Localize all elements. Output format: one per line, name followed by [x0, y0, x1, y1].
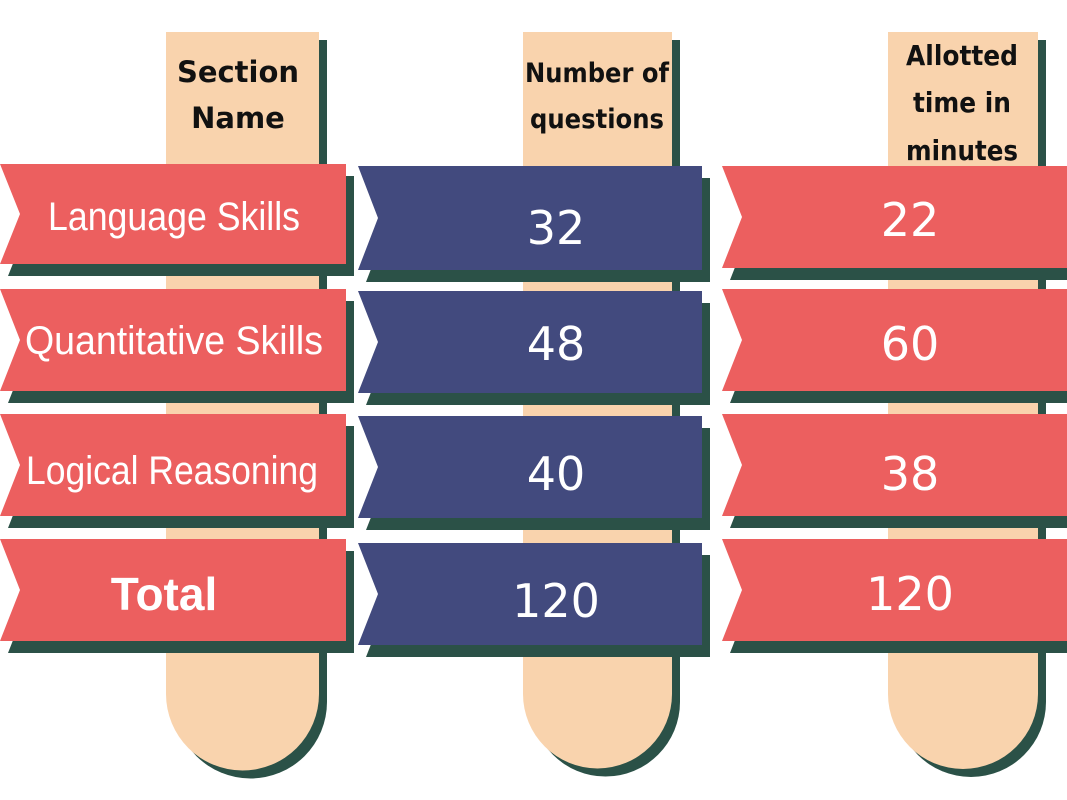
questions-value: 40	[527, 447, 586, 501]
section-label: Logical Reasoning	[26, 449, 318, 493]
row-total: Total 120 120	[0, 539, 1067, 657]
ribbon-minutes	[722, 414, 1067, 516]
ribbon-minutes	[722, 539, 1067, 641]
header-line: Section	[177, 55, 299, 89]
ribbon-section	[0, 164, 346, 264]
header-line: Allotted	[906, 39, 1018, 72]
ribbon-minutes	[722, 289, 1067, 391]
header-line: Name	[191, 101, 285, 135]
row-quantitative-skills: Quantitative Skills 48 60	[0, 289, 1067, 405]
header-number-of-questions: Number of questions	[525, 58, 669, 135]
minutes-value: 60	[881, 317, 940, 371]
row-language-skills: Language Skills 32 22	[0, 164, 1067, 282]
header-line: questions	[530, 104, 664, 135]
ribbon-questions	[358, 291, 702, 393]
header-line: time in	[913, 86, 1011, 119]
ribbon-section	[0, 539, 346, 641]
minutes-value: 120	[866, 567, 954, 621]
ribbon-minutes	[722, 166, 1067, 268]
header-section-name: Section Name	[177, 55, 299, 135]
section-label: Quantitative Skills	[25, 319, 323, 363]
header-line: Number of	[525, 58, 669, 89]
questions-value: 120	[512, 574, 600, 628]
row-logical-reasoning: Logical Reasoning 40 38	[0, 414, 1067, 530]
header-allotted-time: Allotted time in minutes	[906, 39, 1018, 167]
section-label-total: Total	[111, 568, 217, 620]
ribbon-section	[0, 414, 346, 516]
stick-section-name	[166, 32, 327, 779]
section-label: Language Skills	[48, 195, 300, 239]
minutes-value: 22	[881, 193, 940, 247]
questions-value: 48	[527, 317, 586, 371]
minutes-value: 38	[881, 447, 940, 501]
ribbon-section	[0, 289, 346, 391]
ribbon-questions	[358, 416, 702, 518]
ribbon-questions	[358, 543, 702, 645]
ribbon-questions	[358, 166, 702, 270]
header-line: minutes	[906, 134, 1018, 167]
questions-value: 32	[527, 201, 586, 255]
